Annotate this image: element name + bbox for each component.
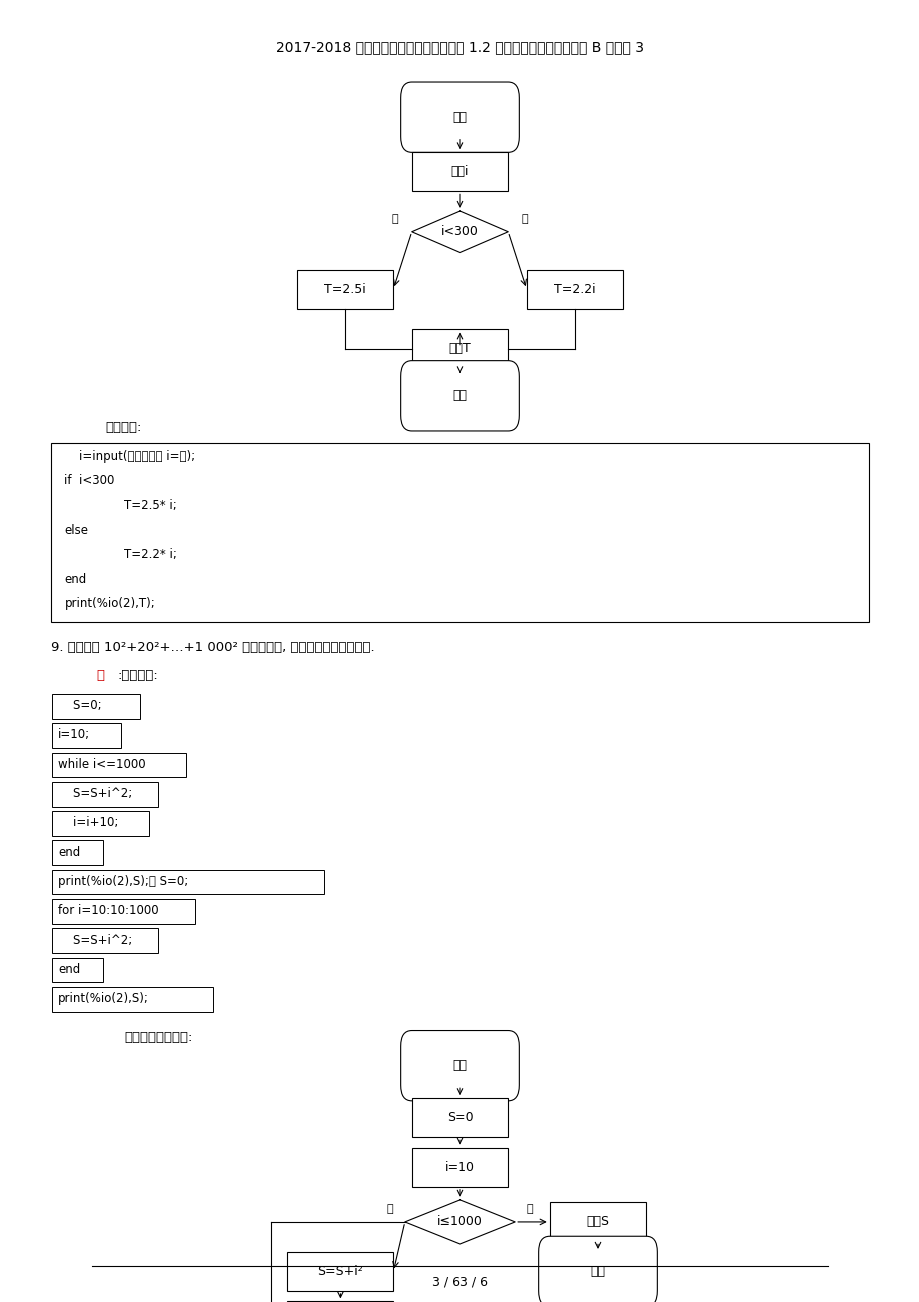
Text: else: else [64,523,88,536]
Text: i≤1000: i≤1000 [437,1216,482,1228]
Bar [526,270,623,309]
Bar [52,958,103,983]
Bar [52,811,149,836]
Bar [52,987,213,1012]
Text: S=S+i²: S=S+i² [317,1266,363,1277]
Text: print(%io(2),S);或 S=0;: print(%io(2),S);或 S=0; [58,875,188,888]
Bar [51,443,868,622]
Text: 程序框图如图所示:: 程序框图如图所示: [124,1031,192,1043]
Text: S=S+i^2;: S=S+i^2; [58,934,132,947]
Text: i=input(「批发双数 i=」);: i=input(「批发双数 i=」); [64,449,196,462]
Text: T=2.5* i;: T=2.5* i; [64,499,177,512]
Text: 程序如下:: 程序如下: [106,421,142,434]
Text: i=i+10;: i=i+10; [58,816,119,829]
Text: T=2.5i: T=2.5i [323,283,366,296]
Bar [297,270,393,309]
Bar [287,1253,393,1292]
Text: while i<=1000: while i<=1000 [58,758,145,771]
Text: S=0;: S=0; [58,699,101,712]
Text: 3 / 63 / 6: 3 / 63 / 6 [432,1276,487,1289]
Text: 输出S: 输出S [586,1216,609,1228]
Bar [52,781,158,807]
Text: 开始: 开始 [452,1060,467,1072]
Text: :程序如下:: :程序如下: [118,669,158,682]
Bar [52,694,140,719]
Bar [52,753,186,777]
Bar [412,1148,507,1187]
Text: end: end [64,573,86,586]
Text: 否: 否 [526,1204,533,1213]
Text: 是: 是 [391,214,398,224]
FancyBboxPatch shape [401,361,518,431]
Text: 2017-2018 学年高中数学第一章算法初步 1.2 基本算法语句检测新人教 B 版必修 3: 2017-2018 学年高中数学第一章算法初步 1.2 基本算法语句检测新人教 … [276,40,643,53]
FancyBboxPatch shape [401,82,518,152]
Text: T=2.2i: T=2.2i [553,283,596,296]
Text: 输出T: 输出T [448,342,471,355]
Bar [550,1203,646,1242]
Text: 开始: 开始 [452,111,467,124]
Text: 结束: 结束 [590,1266,605,1277]
Text: print(%io(2),T);: print(%io(2),T); [64,598,155,611]
Bar [52,724,121,749]
Text: end: end [58,846,80,858]
Text: i=10;: i=10; [58,729,90,741]
Text: 输入i: 输入i [450,165,469,178]
Text: 9. 写出计算 10²+20²+…+1 000² 的算法程序, 并画出相应的程序框图.: 9. 写出计算 10²+20²+…+1 000² 的算法程序, 并画出相应的程序… [51,641,374,654]
FancyBboxPatch shape [539,1237,656,1302]
Polygon shape [412,211,508,253]
Text: i<300: i<300 [440,225,479,238]
Text: print(%io(2),S);: print(%io(2),S); [58,992,149,1005]
Bar [52,898,195,924]
Bar [52,870,323,894]
Text: 否: 否 [521,214,528,224]
Text: 结束: 结束 [452,389,467,402]
Polygon shape [404,1200,515,1245]
Text: S=S+i^2;: S=S+i^2; [58,788,132,799]
Text: T=2.2* i;: T=2.2* i; [64,548,177,561]
Text: for i=10:10:1000: for i=10:10:1000 [58,905,158,917]
Bar [52,928,158,953]
Text: 解: 解 [96,669,105,682]
FancyBboxPatch shape [401,1031,518,1101]
Text: if  i<300: if i<300 [64,474,115,487]
Text: 是: 是 [386,1204,393,1213]
Bar [52,841,103,866]
Text: end: end [58,963,80,975]
Bar [412,1099,507,1138]
Text: i=10: i=10 [445,1161,474,1173]
Text: S=0: S=0 [447,1112,472,1124]
Bar [412,329,507,368]
Bar [412,152,507,191]
